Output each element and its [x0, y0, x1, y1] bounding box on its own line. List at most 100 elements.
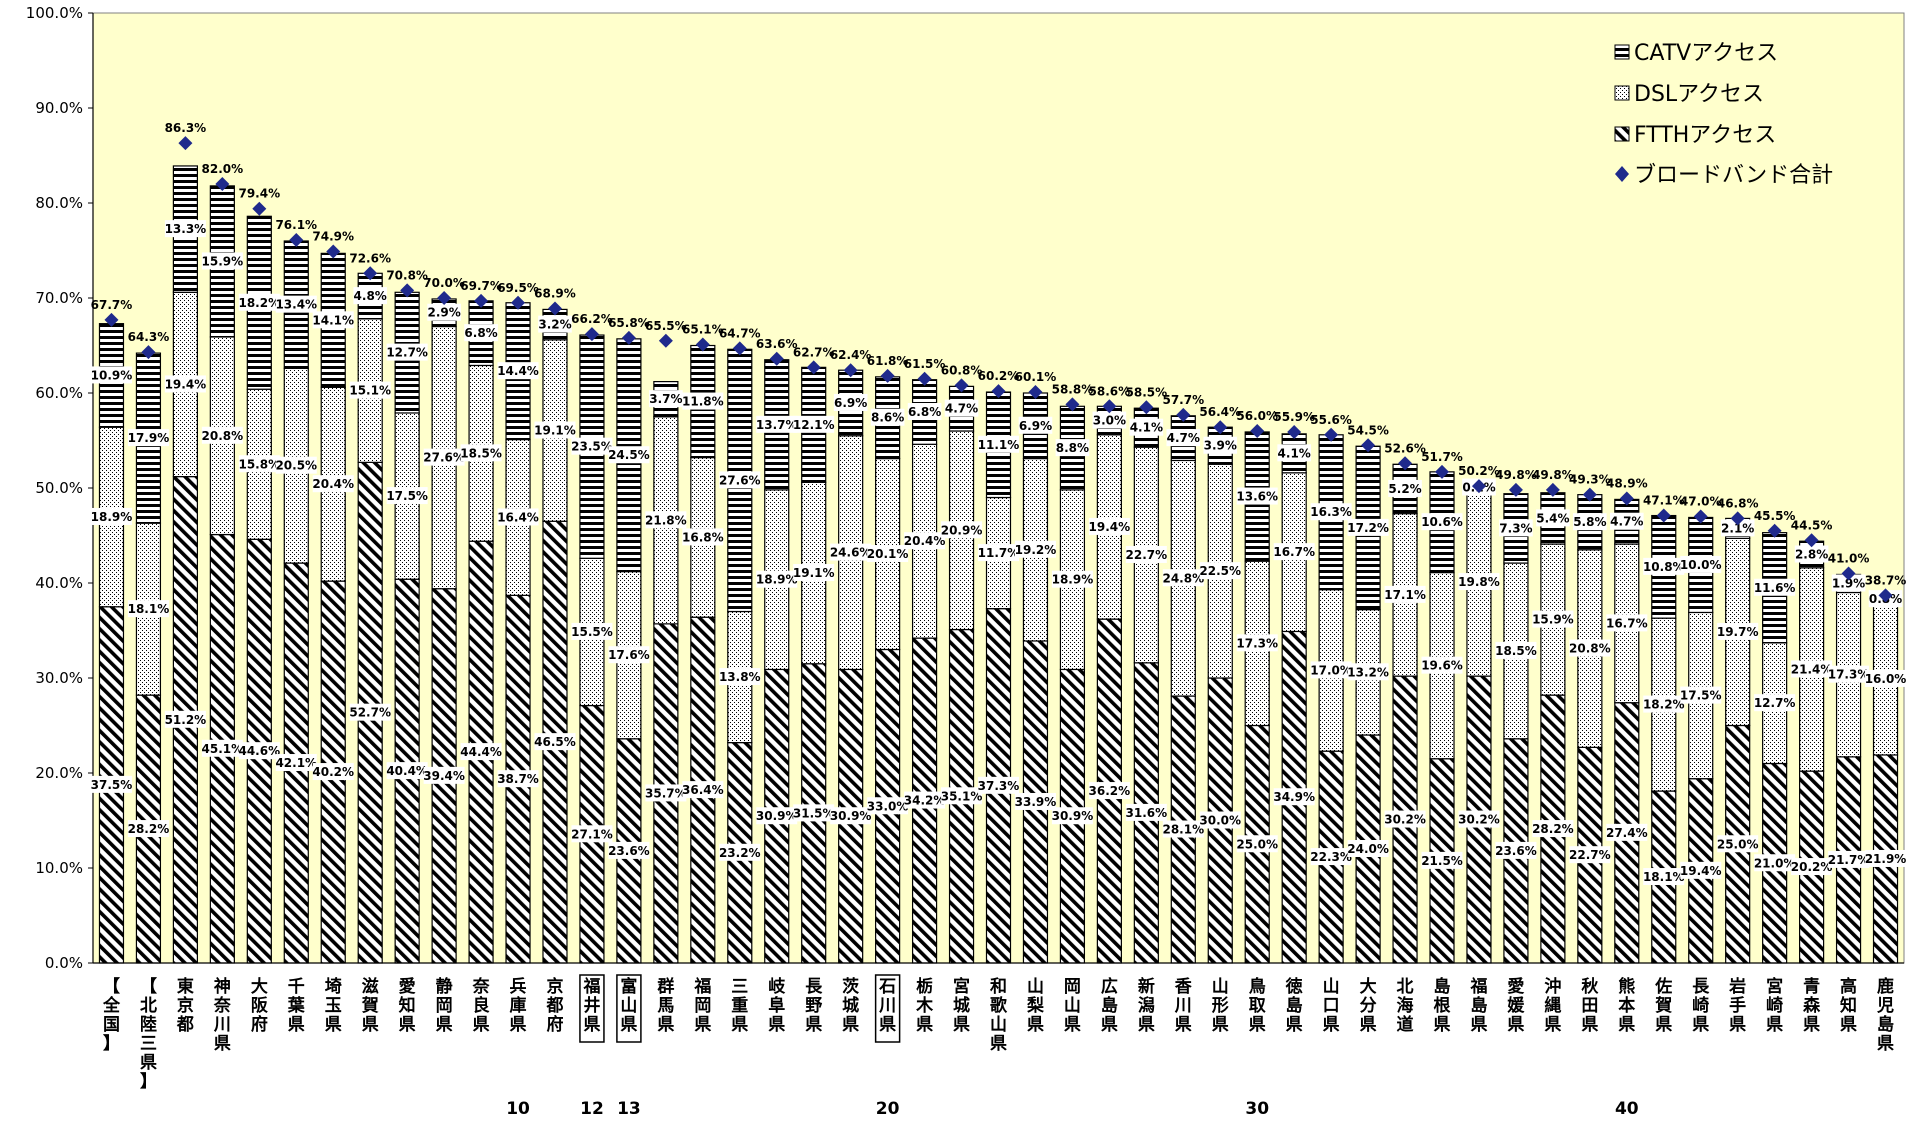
- x-category-char: 県: [1840, 1015, 1857, 1035]
- x-category-label: 栃木県: [915, 976, 934, 1035]
- data-label-catv-group: 3.9%: [1203, 436, 1238, 454]
- data-label-dsl: 13.2%: [1347, 665, 1389, 679]
- x-category-label: 鳥取県: [1249, 976, 1266, 1035]
- total-label: 69.7%: [460, 279, 502, 293]
- x-category-label: 千葉県: [287, 977, 306, 1035]
- data-label-ftth: 30.2%: [1384, 813, 1426, 827]
- total-marker: [843, 363, 858, 378]
- data-label-ftth: 39.4%: [423, 769, 465, 783]
- data-label-dsl-group: 18.5%: [460, 444, 502, 462]
- data-label-dsl-group: 19.1%: [793, 564, 835, 582]
- data-label-catv: 6.8%: [908, 405, 941, 419]
- data-label-dsl: 19.7%: [1717, 625, 1759, 639]
- data-label-dsl: 12.7%: [1754, 696, 1796, 710]
- data-label-dsl: 20.8%: [202, 429, 244, 443]
- data-label-ftth: 42.1%: [275, 756, 317, 770]
- x-category-char: 賀: [1654, 996, 1672, 1016]
- data-label-dsl-bg: [1273, 543, 1315, 561]
- x-category-char: 愛: [1507, 976, 1524, 997]
- data-label-dsl: 13.8%: [719, 670, 761, 684]
- data-label-dsl-group: 19.6%: [1421, 656, 1463, 674]
- x-category-char: 崎: [1692, 995, 1709, 1016]
- y-tick-label: 30.0%: [35, 669, 83, 687]
- x-category-char: 県: [1692, 1015, 1709, 1035]
- x-category-char: 神: [214, 976, 231, 997]
- total-marker: [178, 136, 193, 151]
- x-category-label: 京都府: [545, 976, 563, 1035]
- data-label-ftth-group: 30.0%: [1199, 811, 1241, 829]
- x-category-char: 県: [1286, 1015, 1303, 1035]
- data-label-dsl-bg: [1569, 639, 1611, 657]
- data-label-ftth-group: 34.9%: [1273, 788, 1315, 806]
- data-label-catv-bg: [127, 429, 169, 447]
- data-label-dsl-group: 20.8%: [1569, 639, 1611, 657]
- data-label-ftth-group: 35.7%: [645, 784, 687, 802]
- total-marker: [289, 233, 304, 248]
- total-label: 56.4%: [1199, 405, 1241, 419]
- data-label-dsl-bg: [1384, 585, 1426, 603]
- data-label-catv: 12.1%: [793, 418, 835, 432]
- x-category-char: 】: [140, 1071, 157, 1092]
- data-label-dsl-group: 20.1%: [867, 545, 908, 563]
- legend-label-catv: CATVアクセス: [1634, 41, 1778, 66]
- data-label-ftth: 40.2%: [312, 765, 354, 779]
- total-marker: [1139, 400, 1154, 415]
- x-category-char: 県: [768, 1015, 785, 1035]
- total-label: 61.5%: [904, 357, 946, 371]
- data-label-catv-group: 27.6%: [719, 471, 761, 489]
- data-label-ftth: 28.2%: [128, 822, 170, 836]
- x-category-char: 富: [620, 976, 637, 997]
- x-category-char: 賀: [361, 996, 379, 1016]
- data-label-dsl-bg: [238, 455, 280, 473]
- data-label-dsl: 19.4%: [1089, 520, 1131, 534]
- x-category-char: 【: [103, 976, 120, 997]
- total-marker: [1435, 464, 1450, 479]
- data-label-dsl-bg: [682, 528, 724, 546]
- x-category-char: 縄: [1544, 995, 1561, 1016]
- data-label-ftth: 20.2%: [1791, 860, 1833, 874]
- total-label: 70.0%: [423, 276, 465, 290]
- rank-label: 20: [876, 1099, 900, 1119]
- x-category-char: 取: [1249, 996, 1266, 1016]
- x-category-char: 北: [1397, 977, 1414, 997]
- data-label-catv: 6.8%: [464, 326, 497, 340]
- total-label: 72.6%: [349, 251, 391, 265]
- data-label-catv-group: 13.6%: [1236, 487, 1278, 505]
- data-label-ftth-bg: [534, 733, 576, 751]
- data-label-dsl: 11.7%: [978, 546, 1020, 560]
- x-category-char: 県: [657, 1015, 674, 1035]
- data-label-catv: 8.6%: [871, 411, 904, 425]
- data-label-ftth: 33.9%: [1015, 795, 1057, 809]
- data-label-dsl-group: 17.5%: [386, 487, 428, 505]
- x-category-char: 県: [842, 1015, 859, 1035]
- x-category-label: 東京都: [176, 976, 194, 1035]
- x-category-char: 田: [1581, 996, 1598, 1016]
- data-label-ftth: 27.4%: [1606, 826, 1648, 840]
- total-label: 49.3%: [1569, 473, 1611, 487]
- y-tick-label: 50.0%: [35, 479, 83, 497]
- x-category-char: 県: [1027, 1015, 1044, 1035]
- data-label-dsl-bg: [1643, 695, 1685, 713]
- data-label-dsl: 22.7%: [1126, 548, 1168, 562]
- data-label-catv-bg: [90, 366, 132, 384]
- data-label-ftth: 52.7%: [349, 706, 391, 720]
- x-category-char: 海: [1397, 995, 1414, 1016]
- data-label-catv: 1.9%: [1832, 576, 1865, 590]
- x-category-char: 井: [583, 995, 600, 1016]
- total-marker: [658, 333, 673, 348]
- data-label-ftth-bg: [608, 841, 650, 859]
- data-label-dsl-group: 20.8%: [202, 426, 244, 444]
- data-label-dsl-group: 19.4%: [165, 375, 206, 393]
- x-category-char: 長: [805, 977, 823, 997]
- data-label-catv: 14.4%: [497, 364, 539, 378]
- x-category-char: 県: [436, 1015, 453, 1035]
- data-label-ftth-bg: [904, 791, 946, 809]
- data-label-catv-group: 13.4%: [275, 295, 317, 313]
- data-label-catv-bg: [870, 408, 905, 426]
- total-marker: [1361, 438, 1376, 453]
- data-label-catv: 2.1%: [1721, 521, 1754, 535]
- x-category-char: 秋: [1581, 976, 1599, 997]
- total-label: 55.9%: [1273, 410, 1315, 424]
- x-category-char: 徳: [1285, 976, 1303, 997]
